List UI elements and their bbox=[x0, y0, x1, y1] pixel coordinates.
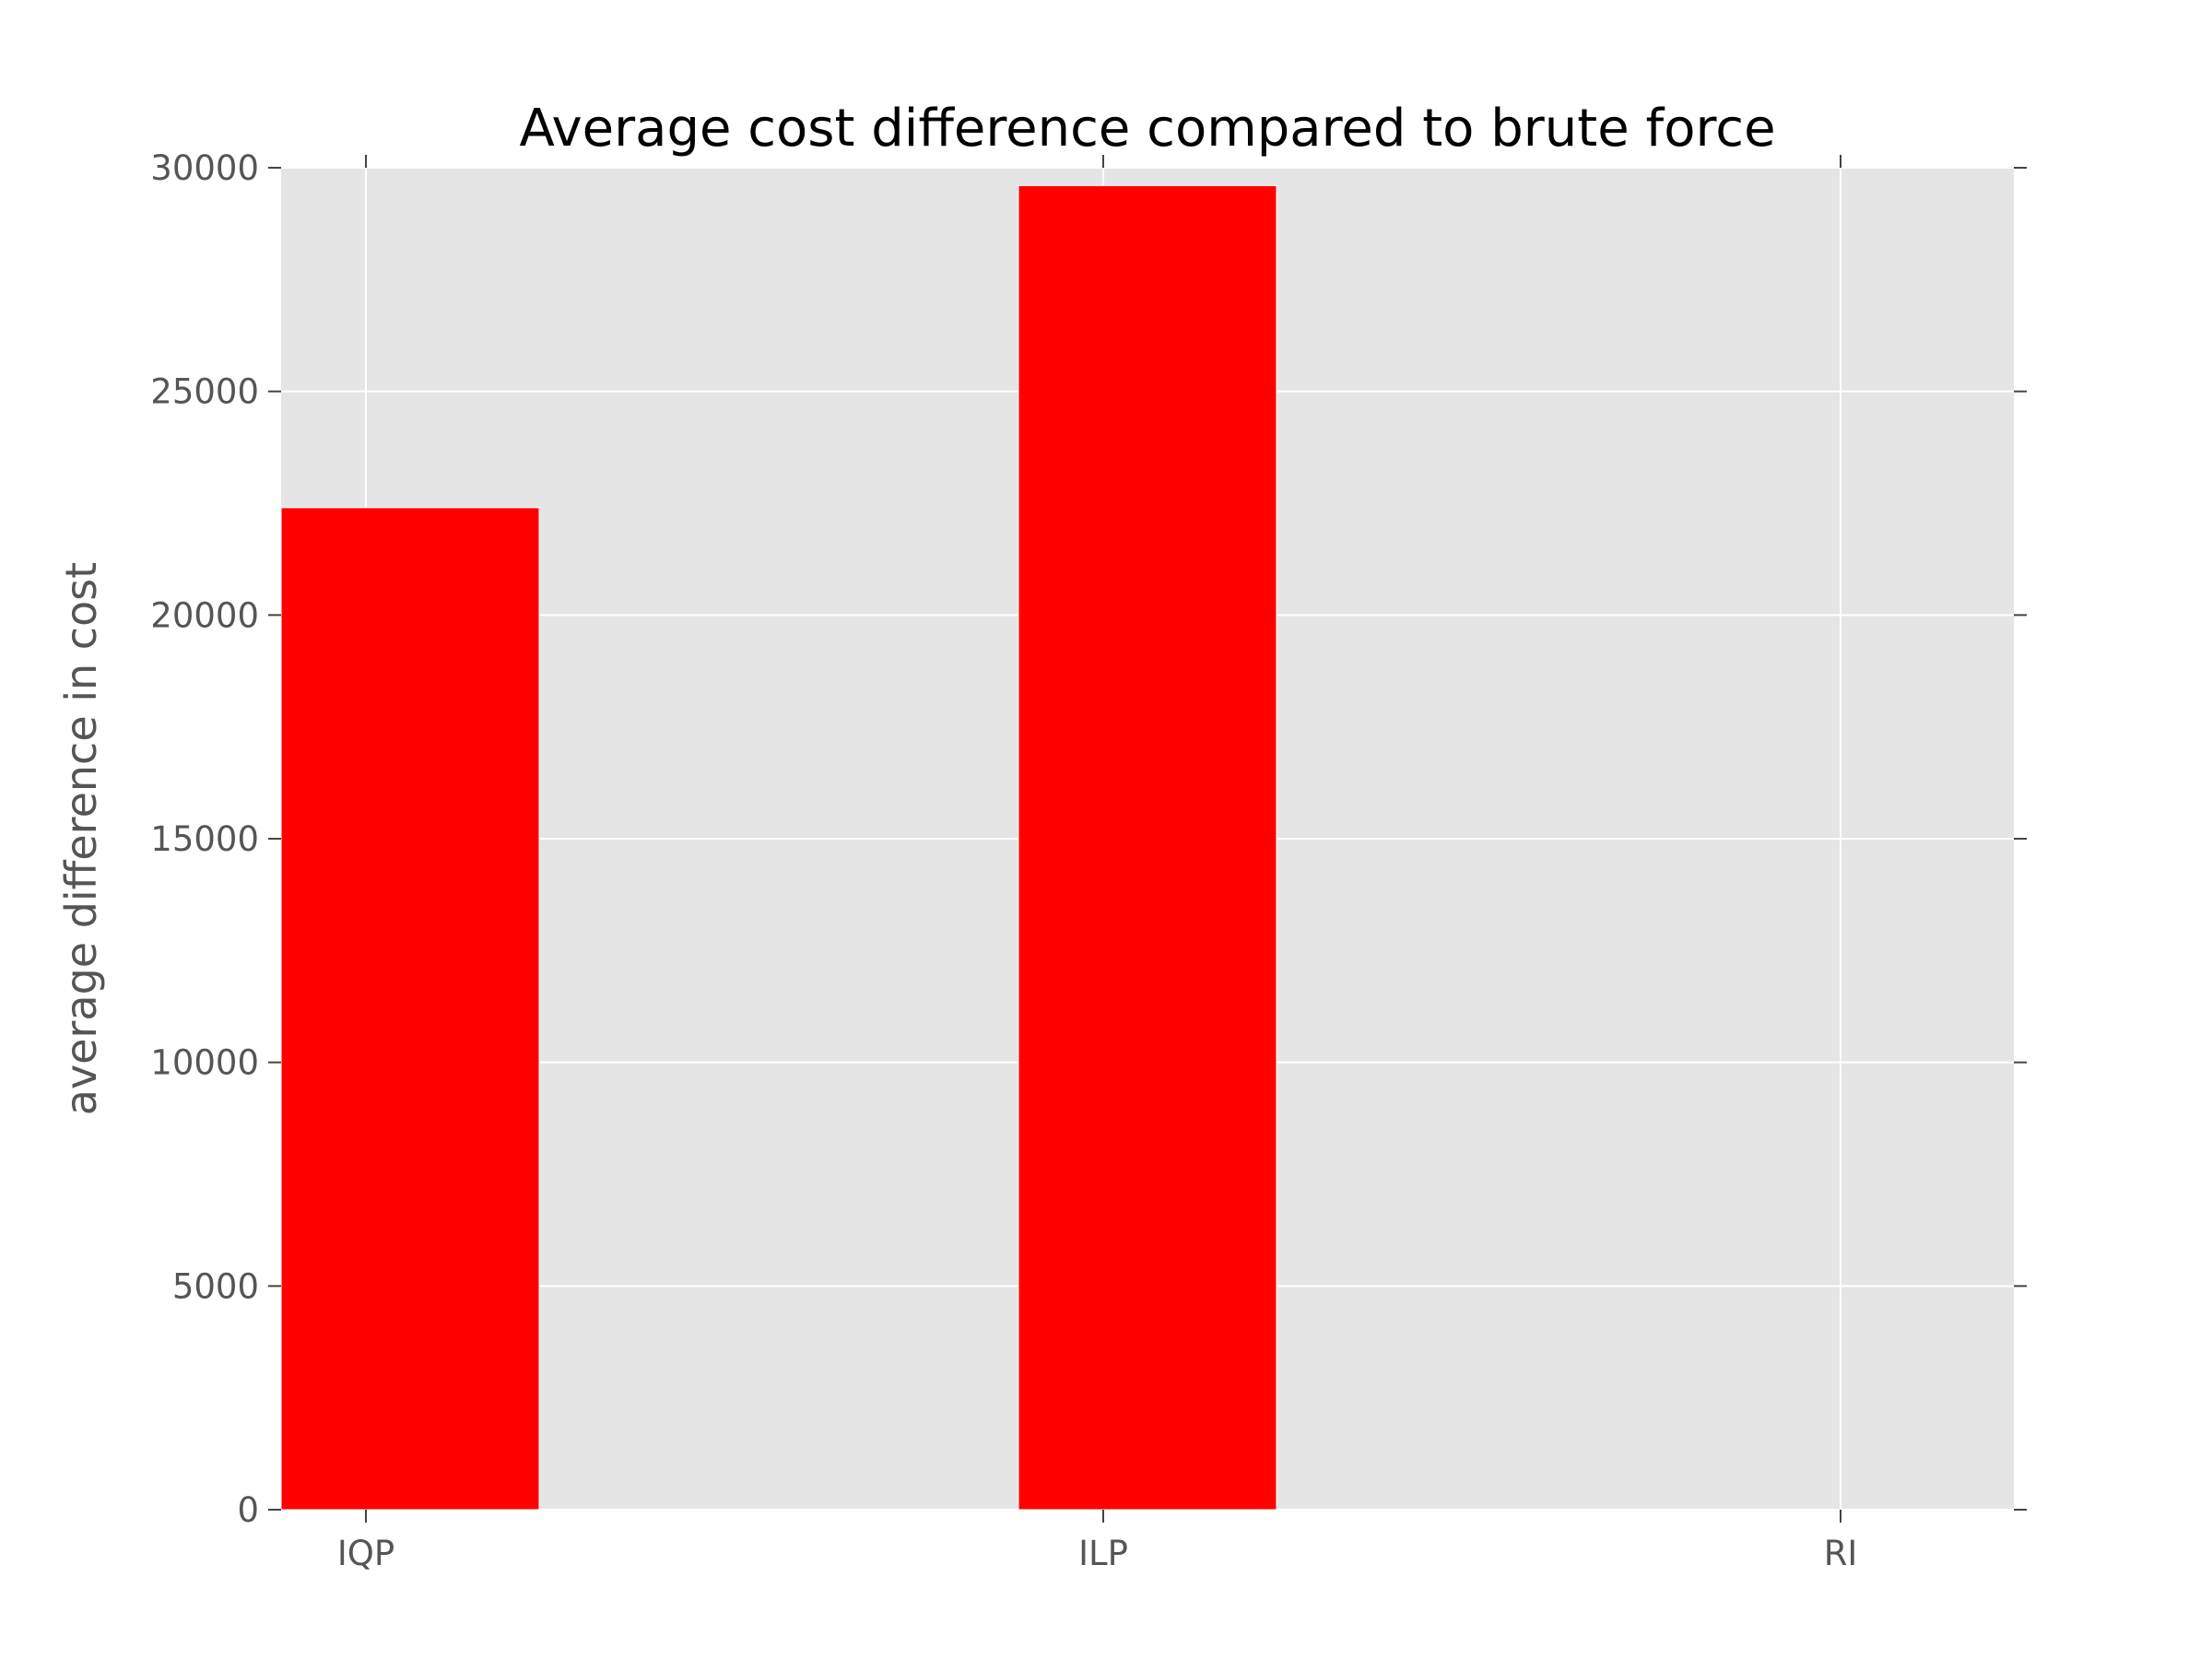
y-tick-label: 15000 bbox=[150, 819, 259, 859]
x-tick-label: IQP bbox=[337, 1534, 394, 1573]
tick-marks bbox=[268, 155, 2027, 1523]
bars bbox=[280, 184, 1277, 1511]
y-tick-label: 10000 bbox=[150, 1043, 259, 1083]
x-tick-label: ILP bbox=[1078, 1534, 1128, 1573]
x-tick-label: RI bbox=[1824, 1534, 1858, 1573]
chart-title: Average cost difference compared to brut… bbox=[519, 99, 1775, 159]
y-tick-label: 25000 bbox=[150, 372, 259, 412]
y-tick-label: 0 bbox=[237, 1490, 259, 1530]
y-tick-label: 5000 bbox=[172, 1266, 259, 1306]
y-tick-label: 20000 bbox=[150, 595, 259, 635]
y-tick-label: 30000 bbox=[150, 148, 259, 188]
y-tick-labels: 0 5000 10000 15000 20000 25000 30000 bbox=[150, 148, 259, 1530]
bar-ilp bbox=[1018, 184, 1277, 1511]
bar-iqp bbox=[280, 507, 540, 1511]
x-tick-labels: IQP ILP RI bbox=[337, 1534, 1857, 1573]
y-axis-label: average difference in cost bbox=[56, 562, 106, 1115]
